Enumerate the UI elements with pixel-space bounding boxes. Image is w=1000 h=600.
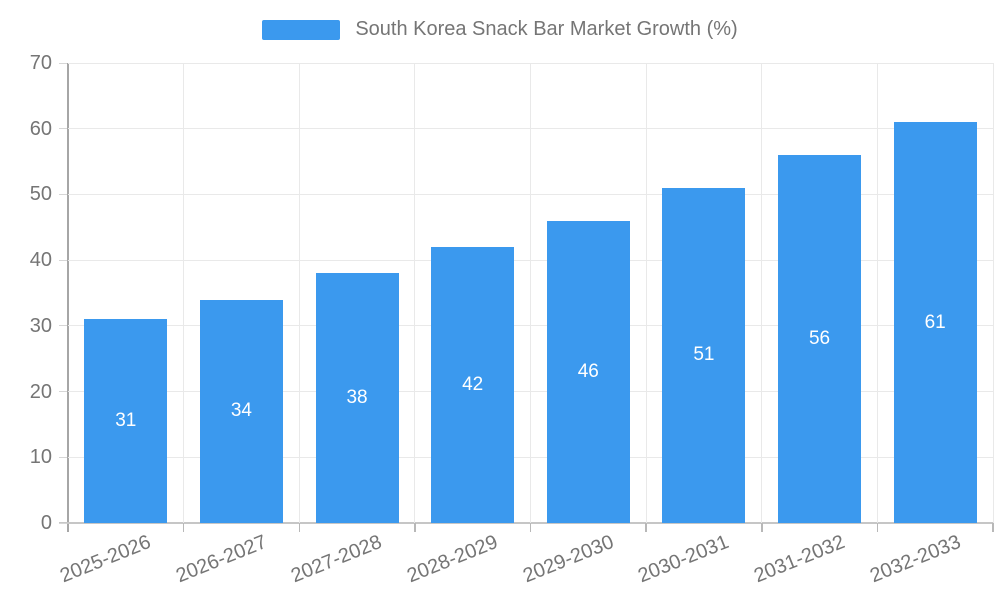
bar[interactable]: 34 [199, 299, 283, 523]
bar[interactable]: 46 [546, 220, 630, 523]
x-axis-tick [645, 523, 647, 532]
vertical-gridline [876, 63, 878, 523]
x-axis-tick [414, 523, 416, 532]
y-axis-tick [59, 391, 67, 393]
y-tick-label: 20 [29, 380, 52, 403]
y-axis-tick [59, 62, 67, 64]
y-tick-label: 70 [29, 52, 52, 74]
bar-value-label: 42 [462, 374, 484, 395]
bar[interactable]: 51 [662, 187, 746, 523]
x-axis-tick [529, 523, 532, 532]
vertical-gridline [645, 63, 647, 523]
vertical-gridline [414, 63, 416, 523]
y-tick-label: 0 [40, 512, 52, 534]
y-tick-label: 10 [29, 446, 52, 469]
legend-label: South Korea Snack Bar Market Growth (%) [355, 18, 738, 40]
vertical-gridline [992, 63, 994, 523]
y-tick-label: 40 [29, 249, 52, 272]
vertical-gridline [298, 63, 300, 523]
x-axis-tick [876, 523, 879, 532]
bar-value-label: 51 [693, 344, 715, 366]
bar-value-label: 34 [230, 400, 252, 422]
bar-value-label: 31 [115, 410, 137, 432]
x-category-label: 2032-2033 [866, 531, 964, 588]
y-axis-tick [59, 193, 67, 195]
x-category-label: 2031-2032 [750, 531, 848, 588]
plot-area: 31 34 38 42 46 51 56 61 [59, 62, 994, 532]
y-axis-tick [59, 259, 67, 261]
bar-value-label: 46 [577, 360, 599, 382]
x-axis-tick [992, 523, 994, 532]
y-tick-label: 50 [29, 183, 52, 206]
bar-value-label: 56 [808, 328, 831, 349]
y-axis-tick [59, 128, 67, 130]
chart-legend[interactable]: South Korea Snack Bar Market Growth (%) [0, 18, 1000, 41]
bar[interactable]: 61 [893, 122, 977, 523]
y-axis-tick [59, 456, 67, 458]
x-category-label: 2027-2028 [288, 531, 386, 588]
x-category-label: 2028-2029 [403, 531, 501, 588]
x-category-label: 2029-2030 [519, 531, 617, 588]
x-axis-tick [761, 523, 763, 532]
y-axis-line [67, 63, 69, 532]
y-tick-label: 60 [29, 117, 52, 140]
bar[interactable]: 31 [84, 319, 168, 523]
legend-swatch [262, 19, 341, 40]
x-axis-tick [182, 523, 185, 532]
x-category-label: 2030-2031 [635, 531, 733, 588]
vertical-gridline [761, 63, 763, 523]
vertical-gridline [183, 63, 185, 523]
y-axis-tick [59, 522, 67, 524]
bar[interactable]: 56 [778, 155, 862, 523]
bar-value-label: 38 [346, 387, 368, 409]
y-axis-tick [59, 325, 67, 327]
bar-value-label: 61 [924, 311, 946, 333]
y-tick-label: 30 [29, 314, 52, 337]
x-axis-line [59, 522, 993, 524]
vertical-gridline [530, 63, 531, 523]
x-axis-tick [298, 523, 300, 532]
x-category-label: 2026-2027 [172, 531, 270, 588]
bar[interactable]: 38 [315, 273, 399, 523]
bar[interactable]: 42 [431, 247, 515, 523]
x-category-label: 2025-2026 [57, 531, 155, 588]
